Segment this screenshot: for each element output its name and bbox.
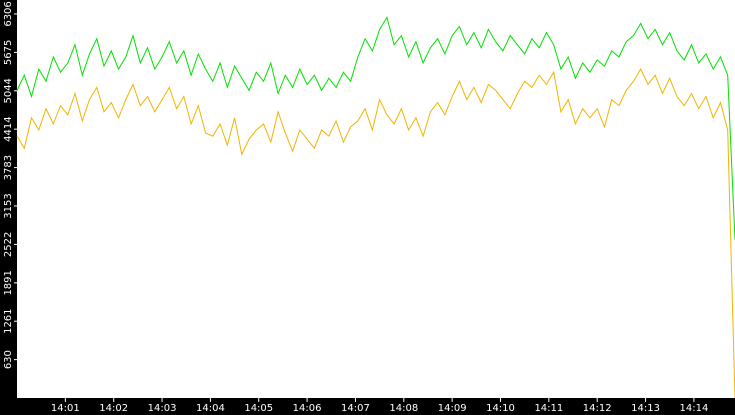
x-tick-label: 14:08 [389, 403, 418, 414]
x-tick-label: 14:05 [244, 403, 273, 414]
x-tick-label: 14:03 [148, 403, 177, 414]
y-tick-label: 5044 [3, 78, 14, 103]
x-tick-label: 14:10 [486, 403, 515, 414]
x-tick-label: 14:01 [51, 403, 80, 414]
x-tick-label: 14:06 [293, 403, 322, 414]
y-tick-label: 5675 [3, 40, 14, 65]
y-tick-label: 3783 [3, 155, 14, 180]
y-tick-label: 1261 [3, 308, 14, 333]
y-axis-strip [0, 0, 17, 415]
x-tick-label: 14:14 [679, 403, 708, 414]
x-tick-label: 14:11 [534, 403, 563, 414]
series-line [16, 68, 735, 399]
x-tick-label: 14:07 [341, 403, 370, 414]
y-tick-label: 3153 [3, 193, 14, 218]
x-tick-label: 14:04 [196, 403, 225, 414]
x-tick-label: 14:02 [99, 403, 128, 414]
x-tick-label: 14:13 [631, 403, 660, 414]
y-tick-label: 6306 [3, 1, 14, 26]
x-axis-strip [0, 398, 735, 415]
x-tick-label: 14:09 [438, 403, 467, 414]
y-tick-label: 630 [3, 350, 14, 369]
y-tick-label: 2522 [3, 232, 14, 257]
y-tick-label: 4414 [3, 116, 14, 141]
series-line [16, 16, 735, 240]
y-tick-label: 1891 [3, 270, 14, 295]
x-tick-label: 14:12 [583, 403, 612, 414]
